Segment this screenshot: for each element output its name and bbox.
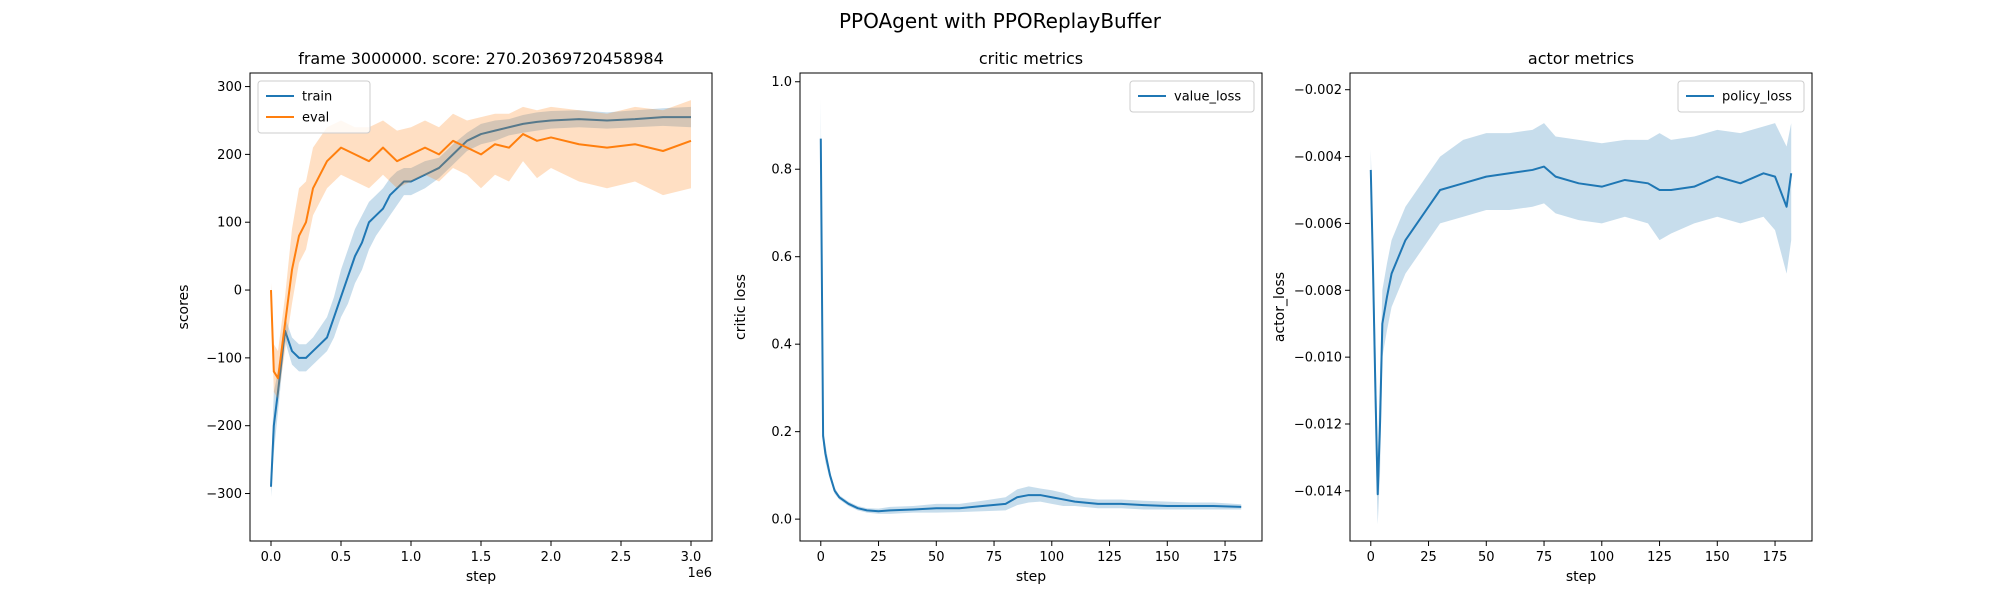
- y-tick-label: −0.004: [1294, 150, 1342, 165]
- legend: policy_loss: [1677, 80, 1805, 113]
- x-tick-label: 50: [928, 550, 945, 565]
- x-tick-label: 150: [1705, 550, 1730, 565]
- legend-frame: [1129, 80, 1255, 113]
- legend-frame: [1677, 80, 1805, 113]
- x-tick-label: 25: [870, 550, 887, 565]
- series-policy_loss-band: [1370, 123, 1792, 525]
- x-tick-label: 3.0: [681, 550, 702, 565]
- chart-actor-metrics: actor metrics 0 25 50 75 100 125 150 175 −0.014 −0…: [1272, 49, 1813, 585]
- x-axis-label: step: [466, 569, 496, 585]
- chart-critic-metrics: critic metrics 0 25 50 75 100 125 150 175 0.0 0.2 0…: [733, 49, 1263, 585]
- x-tick-label: 0: [1367, 550, 1375, 565]
- legend-label-train: train: [302, 90, 332, 105]
- y-tick-label: 100: [217, 216, 242, 231]
- series-train-band: [271, 106, 691, 497]
- y-tick-label: −0.010: [1294, 351, 1342, 366]
- figure-suptitle: PPOAgent with PPOReplayBuffer: [839, 9, 1162, 33]
- y-tick-label: 0.2: [771, 425, 792, 440]
- y-tick-label: −100: [206, 351, 242, 366]
- y-axis-label: actor_loss: [1272, 272, 1288, 342]
- x-tick-label: 1.0: [401, 550, 422, 565]
- x-tick-label: 175: [1763, 550, 1788, 565]
- x-tick-label: 2.5: [611, 550, 632, 565]
- legend-label-eval: eval: [302, 111, 329, 126]
- y-axis-label: critic loss: [733, 274, 749, 340]
- y-axis-label: scores: [176, 285, 192, 330]
- series-eval-line: [270, 133, 692, 380]
- x-tick-label: 75: [1536, 550, 1553, 565]
- y-tick-label: −0.008: [1294, 284, 1342, 299]
- chart-title: actor metrics: [1528, 49, 1634, 68]
- series-policy_loss-line: [1369, 165, 1793, 496]
- x-tick-label: 0: [817, 550, 825, 565]
- x-tick-label: 150: [1155, 550, 1180, 565]
- x-tick-label: 125: [1647, 550, 1672, 565]
- y-tick-label: 0.6: [771, 250, 792, 265]
- y-tick-label: 0.4: [771, 338, 792, 353]
- series-eval-band: [271, 100, 691, 399]
- x-tick-label: 75: [986, 550, 1003, 565]
- y-tick-label: −300: [206, 487, 242, 502]
- x-tick-label: 2.0: [541, 550, 562, 565]
- legend: train eval: [257, 80, 371, 134]
- plot-area: [1369, 123, 1793, 525]
- y-tick-label: −0.002: [1294, 83, 1342, 98]
- y-tick-label: 300: [217, 80, 242, 95]
- y-tick-label: 1.0: [771, 75, 792, 90]
- x-axis-label: step: [1016, 569, 1046, 585]
- x-tick-label: 100: [1039, 550, 1064, 565]
- axes-frame: [799, 72, 1263, 542]
- x-tick-label: 100: [1589, 550, 1614, 565]
- legend-label-policy_loss: policy_loss: [1722, 90, 1792, 105]
- plot-area: [819, 99, 1242, 514]
- y-tick-label: −200: [206, 419, 242, 434]
- y-tick-label: −0.006: [1294, 217, 1342, 232]
- y-tick-label: 0: [234, 284, 242, 299]
- x-tick-label: 25: [1420, 550, 1437, 565]
- y-tick-label: 0.8: [771, 163, 792, 178]
- chart-scores: frame 3000000. score: 270.20369720458984…: [176, 49, 713, 585]
- plot-area: [270, 100, 692, 497]
- y-tick-label: 200: [217, 148, 242, 163]
- axes-frame: [1349, 72, 1813, 542]
- legend: value_loss: [1129, 80, 1255, 113]
- y-tick-label: −0.014: [1294, 484, 1342, 499]
- x-offset-text: 1e6: [687, 566, 712, 581]
- chart-title: frame 3000000. score: 270.20369720458984: [298, 49, 664, 68]
- x-tick-label: 1.5: [471, 550, 492, 565]
- x-tick-label: 0.0: [261, 550, 282, 565]
- legend-frame: [257, 80, 371, 134]
- x-tick-label: 0.5: [331, 550, 352, 565]
- x-tick-label: 175: [1213, 550, 1238, 565]
- y-tick-label: −0.012: [1294, 418, 1342, 433]
- x-tick-label: 50: [1478, 550, 1495, 565]
- x-axis-label: step: [1566, 569, 1596, 585]
- x-tick-label: 125: [1097, 550, 1122, 565]
- chart-title: critic metrics: [979, 49, 1083, 68]
- y-tick-label: 0.0: [771, 513, 792, 528]
- legend-label-value_loss: value_loss: [1174, 90, 1241, 105]
